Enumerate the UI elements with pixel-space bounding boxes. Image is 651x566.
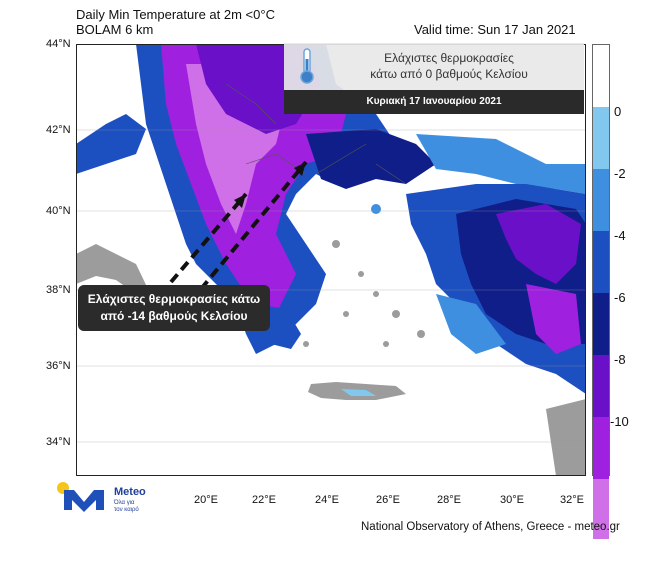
arrowhead-1 bbox=[234, 194, 246, 208]
banner-line1: Ελάχιστες θερμοκρασίες bbox=[384, 51, 514, 65]
map-canvas bbox=[76, 44, 586, 476]
colorbar-segment bbox=[593, 45, 609, 107]
banner-line2: κάτω από 0 βαθμούς Κελσίου bbox=[370, 67, 528, 81]
arrowhead-2 bbox=[294, 162, 306, 176]
temperature-map bbox=[76, 44, 586, 476]
lat-label: 44°N bbox=[46, 38, 71, 50]
meteo-logo: Meteo Όλα για τον καιρό bbox=[56, 480, 146, 516]
callout-line2: από -14 βαθμούς Κελσίου bbox=[100, 309, 248, 323]
colorbar-segment bbox=[593, 355, 609, 417]
country-borders bbox=[225, 83, 407, 185]
land-cyprus-edge bbox=[546, 399, 586, 476]
valid-time: Valid time: Sun 17 Jan 2021 bbox=[414, 22, 576, 37]
land-bulgaria bbox=[306, 129, 436, 189]
zone-turkey-south bbox=[526, 284, 581, 354]
zone-turkey-minus-8 bbox=[496, 204, 581, 284]
zone-crete-cold bbox=[341, 389, 376, 396]
callout-box: Ελάχιστες θερμοκρασίες κάτω από -14 βαθμ… bbox=[78, 285, 270, 331]
footer-credit: National Observatory of Athens, Greece -… bbox=[361, 521, 620, 533]
logo-tagline-1: Όλα για bbox=[114, 500, 135, 506]
lon-label: 26°E bbox=[376, 494, 400, 506]
lon-label: 20°E bbox=[194, 494, 218, 506]
land-black-sea-coast bbox=[416, 134, 586, 194]
island bbox=[303, 341, 309, 347]
lon-label: 30°E bbox=[500, 494, 524, 506]
callout-arrows bbox=[169, 160, 308, 291]
land-adriatic-coast bbox=[76, 114, 146, 174]
island bbox=[417, 330, 425, 338]
island bbox=[383, 341, 389, 347]
colorbar-segment bbox=[593, 479, 609, 539]
lon-label: 32°E bbox=[560, 494, 584, 506]
lon-label: 28°E bbox=[437, 494, 461, 506]
colorbar-label: -6 bbox=[614, 290, 626, 305]
island bbox=[343, 311, 349, 317]
lat-label: 38°N bbox=[46, 284, 71, 296]
thermometer-icon bbox=[296, 47, 318, 89]
colorbar-segment bbox=[593, 293, 609, 355]
callout-line1: Ελάχιστες θερμοκρασίες κάτω bbox=[87, 292, 261, 306]
map-gridlines bbox=[76, 129, 586, 443]
banner-date: Κυριακή 17 Ιανουαρίου 2021 bbox=[284, 90, 584, 114]
lat-label: 34°N bbox=[46, 436, 71, 448]
island bbox=[392, 310, 400, 318]
colorbar-segment bbox=[593, 231, 609, 293]
meteo-logo-icon bbox=[57, 482, 104, 512]
island bbox=[371, 204, 381, 214]
island bbox=[358, 271, 364, 277]
colorbar-label: 0 bbox=[614, 104, 622, 119]
logo-tagline-2: τον καιρό bbox=[114, 507, 139, 513]
island bbox=[373, 291, 379, 297]
lon-label: 22°E bbox=[252, 494, 276, 506]
lon-label: 24°E bbox=[315, 494, 339, 506]
colorbar-label: -8 bbox=[614, 352, 626, 367]
zone-turkey-west bbox=[436, 294, 506, 354]
lat-label: 40°N bbox=[46, 205, 71, 217]
colorbar-segment bbox=[593, 417, 609, 479]
colorbar-label: -10 bbox=[610, 414, 629, 429]
lat-label: 42°N bbox=[46, 124, 71, 136]
land-italy bbox=[76, 244, 148, 294]
colorbar-label: -2 bbox=[614, 166, 626, 181]
colorbar-label: -4 bbox=[614, 228, 626, 243]
colorbar-segment bbox=[593, 169, 609, 231]
island bbox=[332, 240, 340, 248]
banner-box: Ελάχιστες θερμοκρασίες κάτω από 0 βαθμού… bbox=[284, 43, 584, 90]
logo-name: Meteo bbox=[114, 486, 146, 498]
colorbar bbox=[592, 44, 610, 539]
chart-title: Daily Min Temperature at 2m <0°C bbox=[76, 7, 275, 22]
lat-label: 36°N bbox=[46, 360, 71, 372]
colorbar-segment bbox=[593, 107, 609, 169]
model-name: BOLAM 6 km bbox=[76, 22, 154, 37]
